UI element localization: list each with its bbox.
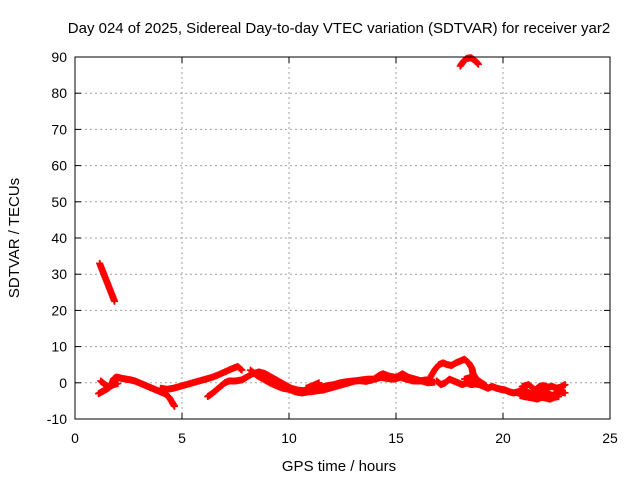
x-tick-label: 25 [602, 430, 618, 446]
axis-ticks [74, 56, 611, 420]
y-tick-label: 10 [51, 339, 67, 355]
chart-title: Day 024 of 2025, Sidereal Day-to-day VTE… [68, 20, 610, 37]
y-tick-label: 40 [51, 230, 67, 246]
y-tick-label: 50 [51, 194, 67, 210]
y-tick-label: 60 [51, 158, 67, 174]
x-axis-label: GPS time / hours [282, 458, 396, 475]
data-point [482, 382, 490, 390]
y-tick-label: 80 [51, 85, 67, 101]
x-tick-label: 5 [178, 430, 186, 446]
y-tick-label: 70 [51, 121, 67, 137]
y-tick-label: -10 [47, 411, 67, 427]
x-tick-label: 15 [388, 430, 404, 446]
data-point [114, 380, 122, 388]
y-tick-label: 0 [59, 375, 67, 391]
x-tick-labels: 0 5 10 15 20 25 [71, 430, 618, 446]
data-point [302, 384, 310, 392]
data-point [555, 393, 563, 401]
x-tick-label: 20 [495, 430, 511, 446]
y-tick-labels: -10 0 10 20 30 40 50 60 70 80 90 [47, 49, 67, 427]
y-tick-label: 30 [51, 266, 67, 282]
data-point [111, 297, 119, 305]
x-tick-label: 0 [71, 430, 79, 446]
grid-lines [75, 57, 610, 419]
data-point [561, 381, 569, 389]
data-point [238, 366, 246, 374]
data-point [561, 389, 569, 397]
y-tick-label: 90 [51, 49, 67, 65]
data-series [95, 54, 569, 410]
data-point [171, 402, 179, 410]
x-tick-label: 10 [281, 430, 297, 446]
data-point [474, 60, 482, 68]
y-axis-label: SDTVAR / TECUs [6, 178, 23, 298]
y-tick-label: 20 [51, 302, 67, 318]
